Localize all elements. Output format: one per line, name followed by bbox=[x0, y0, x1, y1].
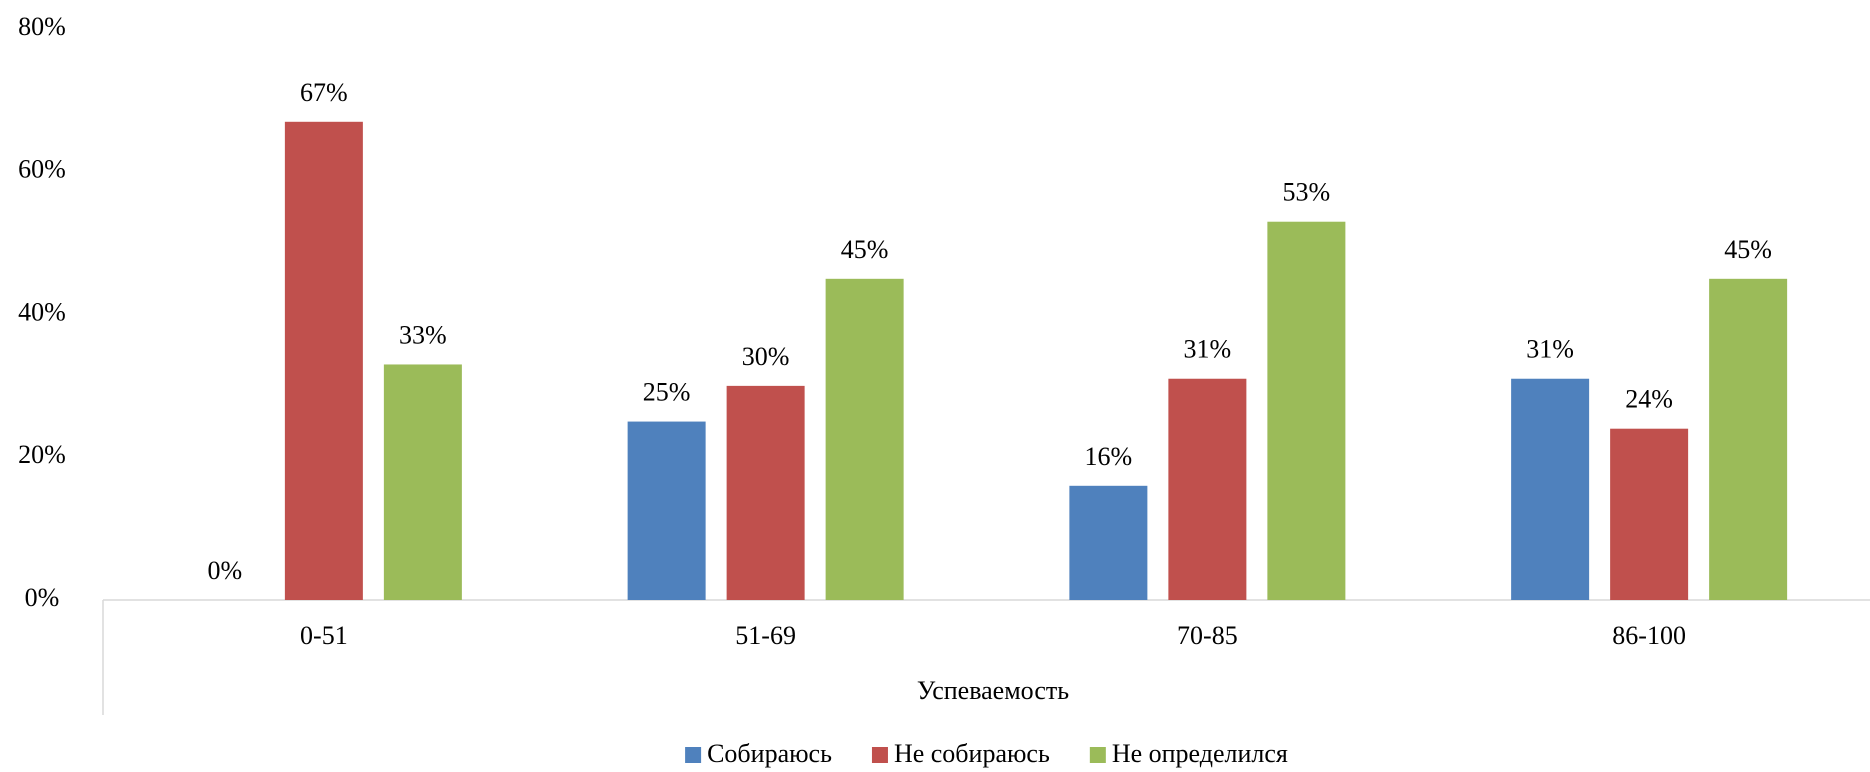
x-tick-label: 51-69 bbox=[735, 621, 796, 650]
bar bbox=[284, 121, 363, 600]
legend-label: Не определился bbox=[1112, 739, 1288, 768]
bar bbox=[1168, 378, 1247, 600]
y-tick-label: 0% bbox=[25, 583, 60, 612]
legend-swatch bbox=[871, 747, 888, 763]
bar bbox=[825, 278, 904, 600]
bar bbox=[1610, 428, 1689, 600]
data-label: 67% bbox=[300, 78, 348, 107]
data-label: 24% bbox=[1625, 385, 1673, 414]
y-tick-label: 40% bbox=[18, 297, 66, 326]
x-tick-label: 86-100 bbox=[1612, 621, 1686, 650]
legend-swatch bbox=[1089, 747, 1106, 763]
bar bbox=[1511, 378, 1590, 600]
x-axis-title: Успеваемость bbox=[917, 676, 1069, 705]
data-label: 45% bbox=[841, 235, 889, 264]
data-label: 30% bbox=[742, 342, 790, 371]
data-label: 16% bbox=[1085, 442, 1133, 471]
bar bbox=[1709, 278, 1788, 600]
legend-swatch bbox=[685, 747, 702, 763]
legend-label: Собираюсь bbox=[707, 739, 832, 768]
y-tick-label: 60% bbox=[18, 155, 66, 184]
y-tick-label: 80% bbox=[18, 12, 66, 41]
bar bbox=[1267, 221, 1346, 600]
y-tick-label: 20% bbox=[18, 440, 66, 469]
data-label: 45% bbox=[1724, 235, 1772, 264]
data-label: 0% bbox=[208, 556, 243, 585]
data-label: 53% bbox=[1283, 178, 1331, 207]
data-label: 31% bbox=[1184, 335, 1232, 364]
legend-label: Не собираюсь bbox=[894, 739, 1050, 768]
data-label: 31% bbox=[1526, 335, 1574, 364]
data-label: 25% bbox=[643, 378, 691, 407]
bar bbox=[383, 364, 462, 600]
bar bbox=[726, 385, 805, 600]
data-label: 33% bbox=[399, 320, 447, 349]
bar bbox=[627, 421, 706, 600]
x-tick-label: 0-51 bbox=[300, 621, 348, 650]
x-tick-label: 70-85 bbox=[1177, 621, 1238, 650]
bar bbox=[1069, 485, 1148, 600]
